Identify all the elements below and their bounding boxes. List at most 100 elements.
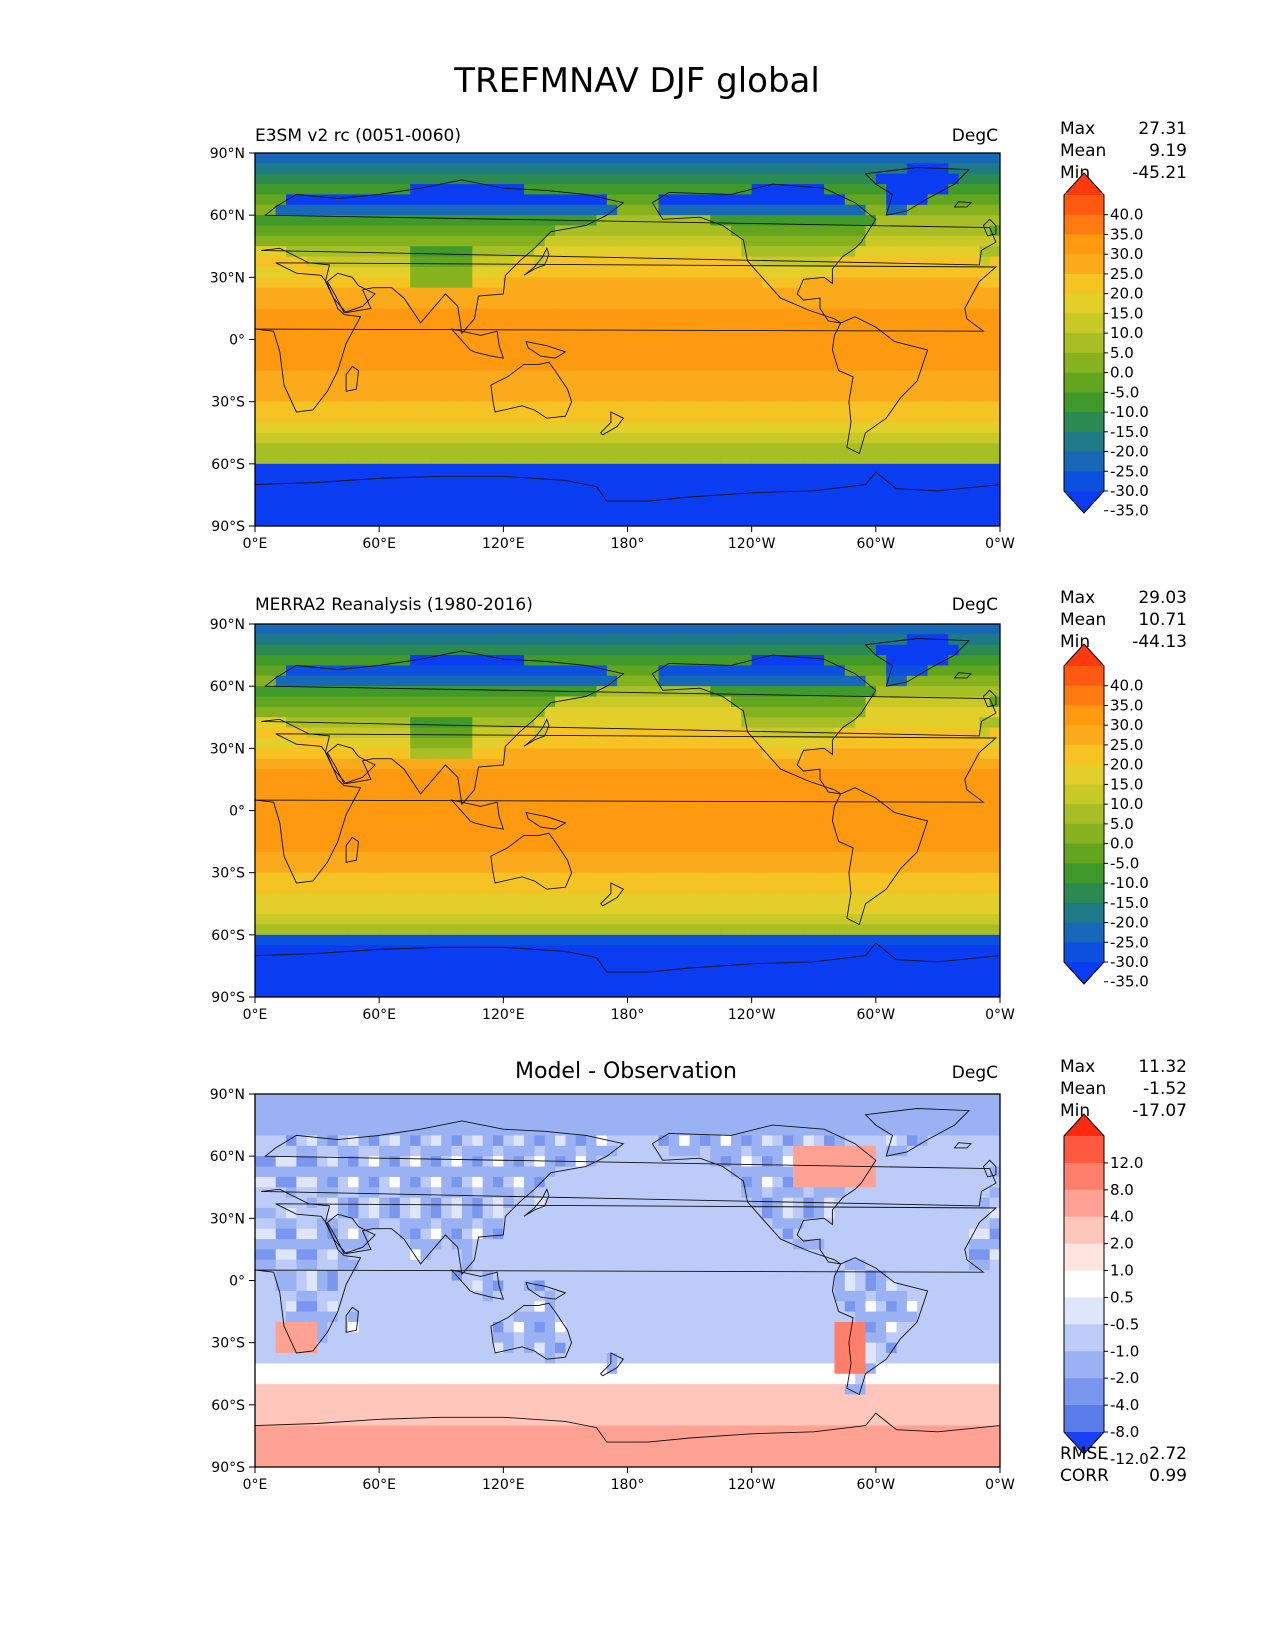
field-cell — [368, 494, 380, 506]
field-cell — [524, 474, 535, 486]
field-cell — [937, 349, 949, 361]
field-cell — [524, 298, 535, 310]
field-cell — [813, 841, 825, 853]
field-cell — [420, 432, 432, 444]
field-cell — [710, 820, 722, 832]
field-cell — [555, 422, 567, 434]
field-cell — [968, 463, 980, 475]
field-cell — [751, 463, 763, 475]
field-cell — [524, 432, 535, 444]
field-cell — [544, 339, 556, 351]
field-cell — [596, 360, 608, 372]
field-cell — [730, 391, 742, 403]
field-cell — [441, 862, 453, 874]
field-cell — [906, 380, 918, 392]
field-cell — [658, 789, 670, 801]
field-cell — [555, 841, 567, 853]
field-cell — [317, 380, 329, 392]
field-cell — [296, 800, 308, 812]
field-cell — [441, 634, 453, 646]
field-cell — [358, 184, 370, 196]
field-cell — [979, 717, 991, 729]
field-cell — [606, 412, 618, 423]
field-cell — [430, 769, 442, 781]
field-cell — [317, 934, 329, 946]
field-cell — [813, 665, 825, 677]
field-cell — [286, 360, 297, 372]
field-cell — [751, 893, 763, 905]
field-cell — [513, 644, 525, 656]
field-cell — [534, 360, 546, 372]
field-cell — [555, 769, 567, 781]
field-cell — [337, 831, 349, 843]
field-cell — [482, 277, 494, 289]
field-cell — [503, 432, 515, 444]
field-cell — [762, 862, 773, 874]
field-cell — [430, 494, 442, 506]
field-cell — [648, 453, 660, 465]
field-cell — [710, 717, 722, 729]
field-cell — [379, 287, 391, 299]
field-cell — [772, 463, 784, 475]
field-cell — [317, 675, 329, 687]
field-cell — [544, 360, 556, 372]
field-cell — [430, 225, 442, 237]
field-cell — [834, 453, 846, 465]
field-cell — [296, 820, 308, 832]
field-cell — [803, 329, 815, 341]
field-cell — [979, 204, 991, 216]
field-cell — [389, 153, 401, 164]
field-cell — [844, 903, 856, 915]
field-cell — [648, 401, 660, 413]
field-cell — [286, 748, 297, 760]
field-cell — [927, 204, 939, 216]
field-cell — [648, 349, 660, 361]
field-cell — [389, 412, 401, 423]
field-cell — [803, 339, 815, 351]
field-cell — [586, 914, 598, 926]
field-cell — [524, 204, 535, 216]
field-cell — [689, 515, 701, 526]
field-cell — [948, 380, 960, 392]
field-cell — [358, 256, 370, 268]
field-cell — [772, 339, 784, 351]
field-cell — [637, 644, 649, 656]
field-cell — [451, 370, 463, 382]
field-cell — [741, 308, 753, 320]
field-cell — [720, 505, 732, 517]
field-cell — [710, 443, 722, 455]
field-cell — [751, 412, 763, 423]
field-cell — [720, 184, 732, 196]
colorbar-segment — [1064, 471, 1104, 492]
field-cell — [306, 924, 318, 936]
field-cell — [689, 903, 701, 915]
field-cell — [286, 696, 297, 708]
field-cell — [896, 717, 908, 729]
field-cell — [741, 298, 753, 310]
field-cell — [844, 924, 856, 936]
field-cell — [265, 463, 277, 475]
field-cell — [617, 800, 629, 812]
field-cell — [430, 256, 442, 268]
field-cell — [699, 696, 711, 708]
field-cell — [917, 184, 929, 196]
field-cell — [513, 737, 525, 749]
field-cell — [627, 893, 639, 905]
figure-title: TREFMNAV DJF global — [453, 61, 820, 101]
field-cell — [824, 624, 836, 635]
field-cell — [937, 339, 949, 351]
field-cell — [544, 634, 556, 646]
field-cell — [513, 453, 525, 465]
field-cell — [762, 727, 773, 739]
field-cell — [855, 474, 867, 486]
field-cell — [461, 360, 473, 372]
field-cell — [410, 412, 422, 423]
field-cell — [741, 893, 753, 905]
field-cell — [658, 225, 670, 237]
field-cell — [803, 298, 815, 310]
field-cell — [337, 644, 349, 656]
field-cell — [699, 779, 711, 791]
field-cell — [586, 800, 598, 812]
field-cell — [420, 789, 432, 801]
field-cell — [637, 727, 649, 739]
